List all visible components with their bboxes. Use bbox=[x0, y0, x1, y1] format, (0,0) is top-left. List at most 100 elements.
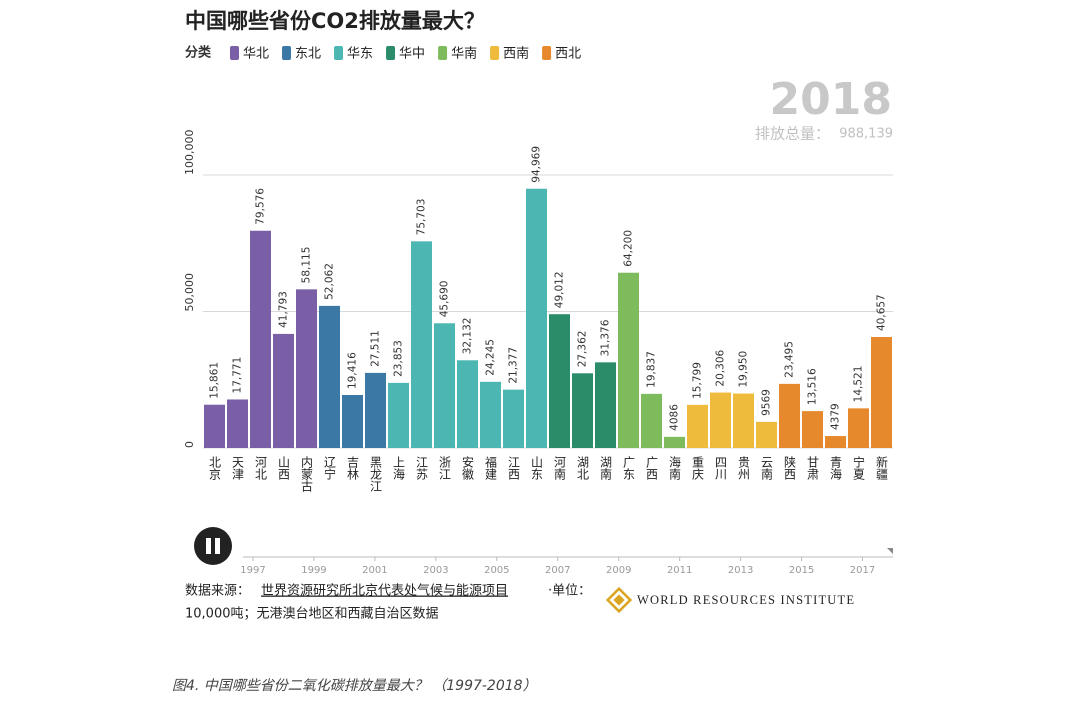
x-tick-label: 重庆 bbox=[691, 456, 705, 480]
legend-swatch bbox=[334, 46, 344, 60]
play-button[interactable] bbox=[194, 527, 232, 565]
total-label: 排放总量： bbox=[755, 125, 830, 143]
timeline-tick-label: 2001 bbox=[362, 565, 387, 576]
data-label: 52,062 bbox=[324, 263, 336, 300]
timeline-tick-label: 2007 bbox=[545, 565, 570, 576]
source-note: ·单位： bbox=[548, 584, 591, 599]
data-label: 19,837 bbox=[646, 351, 658, 388]
x-tick-label: 河南 bbox=[553, 456, 567, 480]
x-tick-label: 上海 bbox=[392, 456, 406, 480]
logo-text: WORLD RESOURCES INSTITUTE bbox=[637, 593, 855, 607]
data-label: 19,950 bbox=[738, 351, 750, 388]
x-tick-label: 江苏 bbox=[415, 456, 429, 480]
data-label: 27,362 bbox=[577, 331, 589, 368]
bar bbox=[411, 241, 432, 448]
data-label: 79,576 bbox=[255, 188, 267, 225]
legend-swatch bbox=[282, 46, 292, 60]
bar bbox=[319, 305, 340, 448]
data-label: 23,495 bbox=[784, 341, 796, 378]
source-link[interactable]: 世界资源研究所北京代表处气候与能源项目 bbox=[261, 583, 508, 599]
pause-bar[interactable] bbox=[206, 538, 211, 554]
bar bbox=[434, 323, 455, 448]
x-tick-label: 陕西 bbox=[783, 455, 797, 480]
x-tick-label: 贵州 bbox=[737, 456, 751, 480]
data-label: 4379 bbox=[830, 403, 842, 430]
x-tick-label: 山东 bbox=[530, 456, 544, 480]
data-label: 27,511 bbox=[370, 330, 382, 367]
x-tick-label: 四川 bbox=[714, 456, 728, 480]
bar bbox=[595, 362, 616, 448]
legend-label: 东北 bbox=[295, 47, 321, 62]
bar bbox=[802, 411, 823, 448]
timeline-tick-label: 2015 bbox=[789, 565, 814, 576]
bar bbox=[388, 382, 409, 448]
bar bbox=[549, 314, 570, 448]
data-label: 49,012 bbox=[554, 271, 566, 308]
timeline-tick-label: 2005 bbox=[484, 565, 509, 576]
chart-title: 中国哪些省份CO2排放量最大？ bbox=[185, 9, 485, 33]
x-tick-label: 新疆 bbox=[875, 455, 889, 480]
timeline-tick-label: 1997 bbox=[240, 565, 265, 576]
legend-label: 西南 bbox=[503, 46, 529, 62]
play-button-circle[interactable] bbox=[194, 527, 232, 565]
legend-title: 分类 bbox=[185, 45, 212, 61]
timeline-tick-label: 2017 bbox=[850, 565, 875, 576]
x-tick-label: 浙江 bbox=[438, 456, 452, 480]
x-tick-label: 宁夏 bbox=[852, 455, 866, 480]
x-tick-label: 吉林 bbox=[346, 456, 360, 480]
caption: 图4. 中国哪些省份二氧化碳排放量最大？ （1997-2018） bbox=[172, 678, 537, 694]
bar bbox=[733, 393, 754, 448]
x-tick-label: 北京 bbox=[208, 456, 222, 481]
pause-bar[interactable] bbox=[215, 538, 220, 554]
legend-label: 华东 bbox=[347, 47, 373, 62]
bar bbox=[365, 372, 386, 448]
data-label: 14,521 bbox=[853, 366, 865, 403]
legend-swatch bbox=[438, 46, 448, 60]
x-tick-label: 广东 bbox=[622, 456, 636, 480]
bar bbox=[825, 436, 846, 448]
bar bbox=[848, 408, 869, 448]
data-label: 9569 bbox=[761, 389, 773, 416]
bar bbox=[779, 383, 800, 448]
bar bbox=[457, 360, 478, 448]
data-label: 17,771 bbox=[232, 357, 244, 394]
legend-swatch bbox=[490, 46, 500, 60]
legend-swatch bbox=[386, 46, 396, 60]
timeline-handle bbox=[887, 548, 893, 554]
data-label: 15,861 bbox=[209, 362, 221, 399]
data-label: 75,703 bbox=[416, 199, 428, 236]
x-tick-label: 山西 bbox=[277, 456, 291, 480]
legend-swatch bbox=[542, 46, 552, 60]
x-tick-label: 广西 bbox=[645, 456, 659, 480]
legend-label: 华南 bbox=[451, 46, 477, 62]
bar bbox=[250, 230, 271, 448]
bar bbox=[526, 188, 547, 449]
x-tick-label: 辽宁 bbox=[323, 456, 337, 480]
y-tick-label: 50,000 bbox=[183, 273, 196, 312]
logo-shape bbox=[613, 594, 625, 606]
data-label: 19,416 bbox=[347, 352, 359, 389]
total-value: 988,139 bbox=[839, 127, 893, 142]
bar bbox=[296, 289, 317, 448]
x-tick-label: 黑龙江 bbox=[369, 456, 383, 492]
y-tick-label: 100,000 bbox=[183, 130, 196, 176]
x-tick-label: 青海 bbox=[829, 456, 843, 480]
y-tick-label: 0 bbox=[183, 441, 196, 448]
bar bbox=[480, 381, 501, 448]
data-label: 94,969 bbox=[531, 146, 543, 183]
data-label: 40,657 bbox=[876, 294, 888, 331]
data-label: 31,376 bbox=[600, 319, 612, 356]
legend-label: 华北 bbox=[243, 47, 269, 62]
x-tick-label: 湖北 bbox=[576, 455, 590, 481]
timeline-tick-label: 2003 bbox=[423, 565, 448, 576]
x-tick-label: 云南 bbox=[760, 456, 774, 480]
bar bbox=[503, 389, 524, 448]
bar bbox=[756, 421, 777, 448]
x-tick-label: 甘肃 bbox=[806, 456, 820, 481]
bar bbox=[273, 333, 294, 448]
x-tick-label: 内蒙古 bbox=[300, 456, 314, 492]
bar bbox=[572, 373, 593, 448]
x-tick-label: 湖南 bbox=[599, 455, 613, 480]
